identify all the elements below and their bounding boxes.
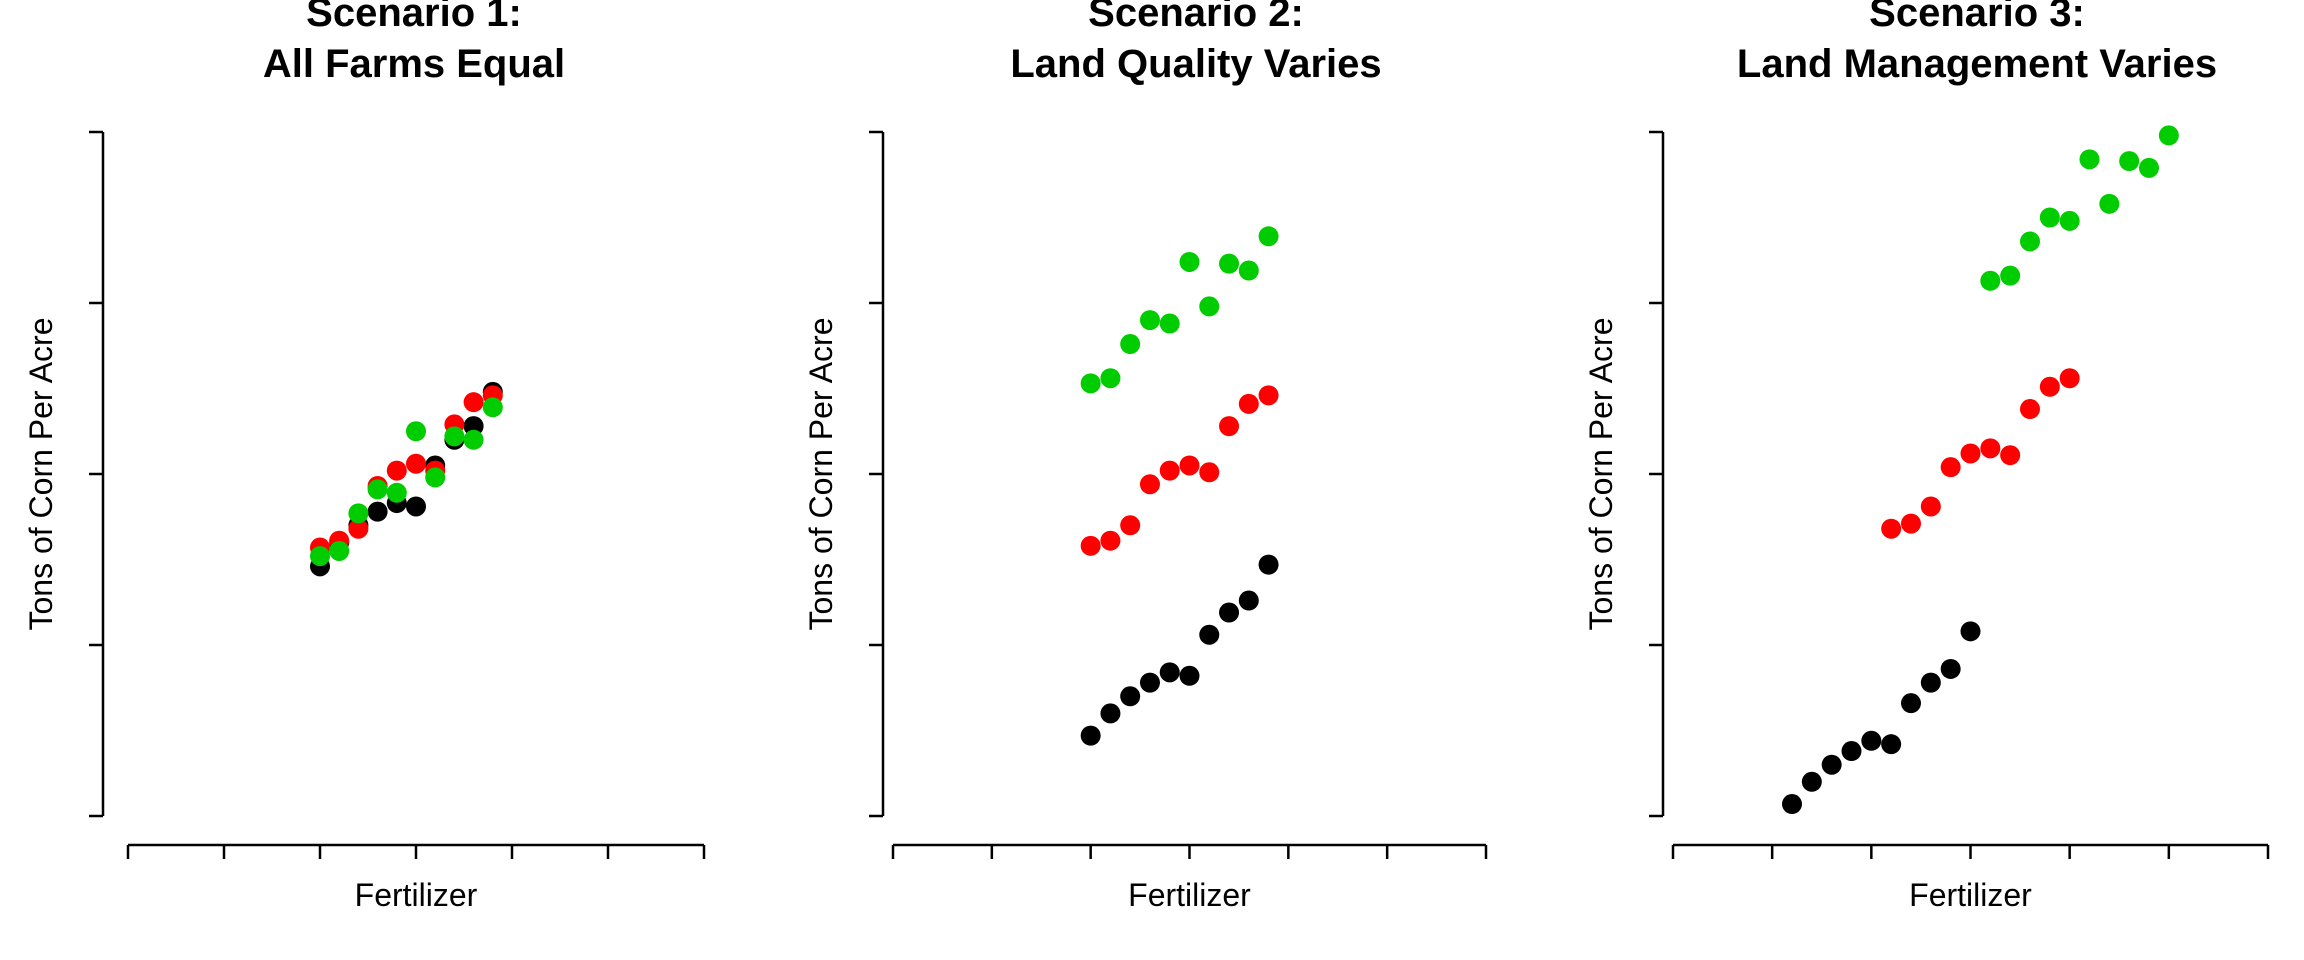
panel-3-series-1-point (1821, 754, 1842, 775)
panel-1-series-2-point (386, 460, 407, 481)
panel-2-series-3-point (1238, 260, 1259, 281)
panel-2-series-3-point (1199, 296, 1220, 317)
panel-2-series-1-point (1080, 725, 1101, 746)
panel-1-series-3-point (386, 482, 407, 503)
panel-1-y-label: Tons of Corn Per Acre (23, 317, 59, 630)
panel-2-series-2-point (1139, 474, 1160, 495)
panel-3-series-3-point (2158, 125, 2179, 146)
panel-1-x-label: Fertilizer (355, 877, 478, 913)
panel-1-series-1-point (367, 501, 388, 522)
panel-2-series-3-point (1258, 226, 1279, 247)
panel-1-title-line-1: Scenario 1: (306, 0, 522, 35)
panel-2-series-1-point (1258, 554, 1279, 575)
panel-3-series-2-point (1960, 443, 1981, 464)
panel-3-series-2-point (1920, 496, 1941, 517)
panel-2-y-label: Tons of Corn Per Acre (803, 317, 839, 630)
panel-3-series-3-point (2000, 265, 2021, 286)
panel-2-series-3-point (1100, 368, 1121, 389)
panel-1-series-3-point (463, 429, 484, 450)
panel-3-series-2-point (1980, 438, 2001, 459)
panel-2-series-2-point (1120, 515, 1141, 536)
panel-3-series-3-point (2099, 193, 2120, 214)
panel-1-title-line-2: All Farms Equal (263, 42, 565, 86)
panel-2-series-2-point (1199, 462, 1220, 483)
panel-3-series-3-point (2039, 207, 2060, 228)
panel-2-series-3-point (1219, 253, 1240, 274)
panel-2-title-line-1: Scenario 2: (1088, 0, 1304, 35)
panel-2-series-1-point (1120, 686, 1141, 707)
panel-3-series-2-point (2000, 445, 2021, 466)
panel-3-series-3-point (1980, 270, 2001, 291)
panel-3-series-3-point (2020, 231, 2040, 252)
panel-3-series-1-point (1861, 730, 1882, 751)
panel-1-series-1-point (406, 496, 426, 517)
panel-1-series-3-point (329, 540, 350, 561)
panel-2-series-3-point (1120, 334, 1141, 355)
panel-2-series-1-point (1219, 602, 1240, 623)
panel-3-series-3-point (2079, 149, 2100, 170)
panel-1-series-2-point (463, 392, 484, 413)
panel-3-title-line-1: Scenario 3: (1869, 0, 2085, 35)
panel-2-series-2-point (1159, 460, 1180, 481)
panel-3-series-2-point (2020, 399, 2040, 420)
panel-3-series-1-point (1841, 741, 1862, 762)
panel-2-series-2-point (1238, 393, 1259, 414)
panel-3-series-1-point (1881, 734, 1902, 755)
panel-2-series-3-point (1179, 251, 1200, 272)
panel-2-series-2-point (1258, 385, 1279, 406)
panel-1-series-1-point (463, 416, 484, 437)
panel-3-title-line-2: Land Management Varies (1737, 42, 2217, 86)
panel-3-series-3-point (2059, 210, 2080, 231)
panel-1-series-2-point (348, 518, 369, 539)
panel-2-series-3-point (1139, 310, 1160, 331)
panel-2-series-3-point (1159, 313, 1180, 334)
panel-2-series-2-point (1080, 535, 1101, 556)
panel-3-series-1-point (1801, 771, 1822, 792)
panel-3-series-2-point (2059, 368, 2080, 389)
panel-2-x-label: Fertilizer (1128, 877, 1251, 913)
panel-3-series-1-point (1782, 794, 1802, 815)
panel-3-y-label: Tons of Corn Per Acre (1583, 317, 1619, 630)
panel-3-series-3-point (2119, 151, 2140, 172)
panel-2-series-1-point (1139, 672, 1160, 693)
panel-3-series-2-point (1881, 518, 1902, 539)
panel-2-series-2-point (1100, 530, 1121, 551)
panel-1-series-3-point (406, 421, 426, 442)
panel-3-series-2-point (2039, 376, 2060, 397)
panel-1-series-3-point (425, 467, 446, 488)
panel-2-series-3-point (1080, 373, 1101, 394)
panel-2-series-1-point (1199, 624, 1220, 645)
panel-1-series-2-point (406, 453, 426, 474)
panel-3-series-1-point (1940, 658, 1961, 679)
panel-3-series-2-point (1901, 513, 1921, 534)
panel-2-title-line-2: Land Quality Varies (1010, 42, 1381, 86)
panel-1-series-3-point (444, 426, 465, 447)
panel-1-series-3-point (310, 546, 330, 567)
panel-3-x-label: Fertilizer (1909, 877, 2032, 913)
panel-1-series-3-point (482, 397, 503, 418)
panel-1-series-3-point (367, 479, 388, 500)
panel-3-series-2-point (1940, 457, 1961, 478)
panel-2-series-1-point (1238, 590, 1259, 611)
panel-2-series-1-point (1100, 703, 1121, 724)
panel-2-series-2-point (1179, 455, 1200, 476)
panel-2-series-1-point (1179, 665, 1200, 686)
panel-2-series-2-point (1219, 416, 1240, 437)
panel-1-series-3-point (348, 503, 369, 524)
panel-2-series-1-point (1159, 662, 1180, 683)
panel-3-series-1-point (1901, 693, 1921, 714)
panel-3-series-1-point (1920, 672, 1941, 693)
panel-3-series-1-point (1960, 621, 1981, 642)
panel-3-series-3-point (2139, 157, 2159, 178)
